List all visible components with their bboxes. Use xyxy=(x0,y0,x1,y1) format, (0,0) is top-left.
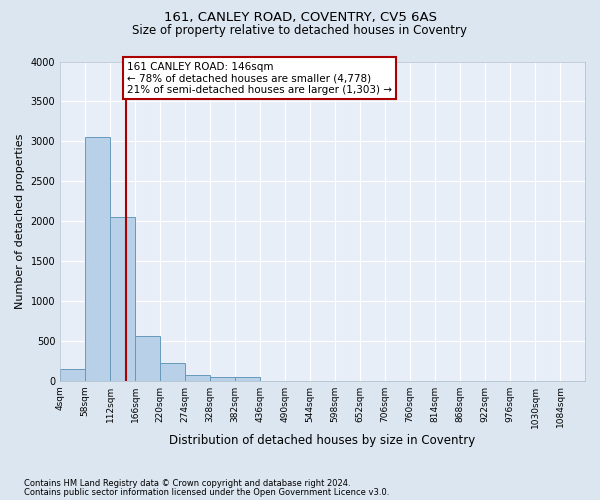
Bar xyxy=(210,376,235,380)
X-axis label: Distribution of detached houses by size in Coventry: Distribution of detached houses by size … xyxy=(169,434,476,448)
Text: 161, CANLEY ROAD, COVENTRY, CV5 6AS: 161, CANLEY ROAD, COVENTRY, CV5 6AS xyxy=(163,12,437,24)
Text: Contains public sector information licensed under the Open Government Licence v3: Contains public sector information licen… xyxy=(24,488,389,497)
Bar xyxy=(85,137,110,380)
Bar xyxy=(235,376,260,380)
Bar xyxy=(60,369,85,380)
Bar xyxy=(185,374,210,380)
Text: Contains HM Land Registry data © Crown copyright and database right 2024.: Contains HM Land Registry data © Crown c… xyxy=(24,479,350,488)
Y-axis label: Number of detached properties: Number of detached properties xyxy=(15,134,25,308)
Bar xyxy=(110,217,135,380)
Text: 161 CANLEY ROAD: 146sqm
← 78% of detached houses are smaller (4,778)
21% of semi: 161 CANLEY ROAD: 146sqm ← 78% of detache… xyxy=(127,62,392,94)
Bar xyxy=(160,363,185,380)
Text: Size of property relative to detached houses in Coventry: Size of property relative to detached ho… xyxy=(133,24,467,37)
Bar xyxy=(135,336,160,380)
